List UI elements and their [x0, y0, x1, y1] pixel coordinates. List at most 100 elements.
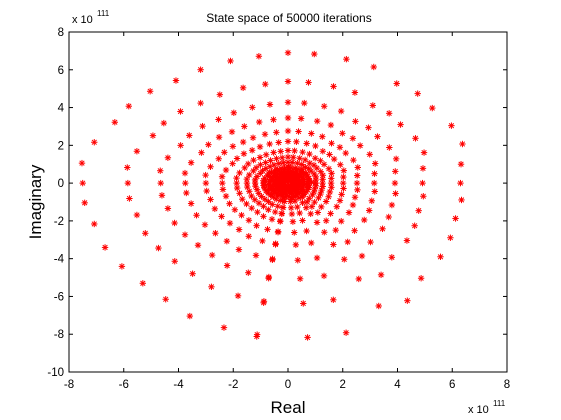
- y-axis-label: Imaginary: [26, 164, 45, 239]
- scatter-point: [142, 230, 149, 237]
- scatter-point: [256, 118, 263, 126]
- y-axis-multiplier: x 10: [72, 14, 93, 26]
- scatter-point: [230, 109, 238, 116]
- scatter-point: [365, 207, 373, 214]
- scatter-point: [308, 239, 315, 247]
- scatter-point: [343, 55, 350, 63]
- scatter-point: [177, 142, 184, 149]
- scatter-point: [374, 133, 381, 140]
- scatter-point: [261, 195, 268, 203]
- scatter-point: [255, 53, 263, 60]
- scatter-point: [322, 198, 330, 205]
- x-tick-label: 2: [340, 379, 346, 391]
- scatter-point: [392, 190, 399, 197]
- y-tick-label: -2: [54, 216, 64, 228]
- scatter-point: [337, 107, 345, 115]
- scatter-point: [291, 229, 298, 236]
- scatter-point: [193, 212, 200, 219]
- scatter-point: [265, 206, 272, 213]
- scatter-point: [262, 151, 270, 158]
- scatter-point: [288, 210, 296, 218]
- scatter-point: [177, 108, 184, 115]
- scatter-point: [256, 154, 264, 161]
- scatter-point: [448, 122, 455, 129]
- scatter-point: [223, 262, 231, 269]
- scatter-point: [280, 185, 288, 192]
- scatter-point: [317, 168, 324, 175]
- scatter-point: [239, 195, 246, 203]
- scatter-point: [181, 231, 189, 238]
- scatter-point: [330, 296, 337, 304]
- scatter-point: [251, 196, 258, 203]
- scatter-point: [250, 167, 257, 175]
- scatter-point: [371, 188, 378, 195]
- scatter-point: [296, 209, 303, 217]
- scatter-point: [198, 149, 205, 156]
- scatter-point: [202, 179, 210, 187]
- scatter-point: [368, 197, 375, 204]
- scatter-point: [278, 154, 286, 161]
- scatter-point: [249, 134, 257, 141]
- scatter-point: [207, 196, 214, 203]
- scatter-point: [313, 254, 321, 262]
- scatter-point: [419, 165, 427, 172]
- scatter-point: [308, 203, 316, 210]
- scatter-point: [262, 159, 269, 166]
- scatter-point: [302, 204, 310, 211]
- scatter-point: [218, 173, 226, 180]
- y-tick-label: 0: [58, 178, 64, 190]
- scatter-point: [336, 144, 344, 151]
- scatter-point: [284, 147, 292, 154]
- scatter-point: [330, 83, 337, 90]
- scatter-point: [260, 298, 268, 305]
- scatter-point: [284, 49, 292, 56]
- scatter-point: [248, 147, 256, 154]
- scatter-point: [285, 163, 293, 171]
- scatter-point: [289, 218, 297, 225]
- scatter-point: [308, 130, 315, 137]
- scatter-point: [258, 193, 265, 200]
- scatter-point: [124, 164, 131, 171]
- scatter-point: [222, 192, 230, 200]
- scatter-point: [411, 222, 418, 229]
- scatter-point: [91, 220, 98, 228]
- scatter-point: [273, 129, 280, 136]
- scatter-point: [294, 257, 301, 264]
- scatter-point: [183, 189, 190, 197]
- scatter-point: [215, 133, 223, 141]
- scatter-point: [172, 77, 180, 84]
- scatter-point: [245, 217, 253, 224]
- scatter-point: [208, 251, 216, 259]
- scatter-point: [342, 329, 350, 336]
- scatter-point: [265, 273, 273, 281]
- scatter-point: [275, 139, 282, 146]
- scatter-point: [239, 138, 247, 146]
- scatter-point: [366, 151, 373, 158]
- scatter-point: [272, 240, 279, 247]
- scatter-point: [327, 121, 335, 129]
- scatter-point: [78, 159, 86, 167]
- scatter-point: [356, 142, 364, 149]
- scatter-point: [253, 222, 260, 229]
- scatter-point: [291, 147, 298, 155]
- scatter-point: [259, 237, 266, 245]
- scatter-point: [235, 246, 243, 253]
- scatter-point: [226, 219, 234, 227]
- scatter-point: [126, 195, 133, 202]
- scatter-point: [274, 203, 281, 210]
- scatter-point: [299, 148, 306, 156]
- scatter-point: [367, 238, 374, 246]
- scatter-point: [397, 121, 404, 128]
- scatter-point: [296, 275, 304, 282]
- scatter-point: [261, 131, 269, 138]
- scatter-point: [270, 116, 277, 123]
- scatter-point: [284, 114, 292, 122]
- scatter-point: [284, 127, 292, 135]
- x-tick-label: 4: [394, 379, 401, 391]
- scatter-point: [313, 219, 321, 226]
- scatter-point: [333, 203, 340, 210]
- y-tick-label: -6: [54, 291, 64, 303]
- x-tick-label: 6: [449, 379, 455, 391]
- scatter-point: [369, 102, 377, 109]
